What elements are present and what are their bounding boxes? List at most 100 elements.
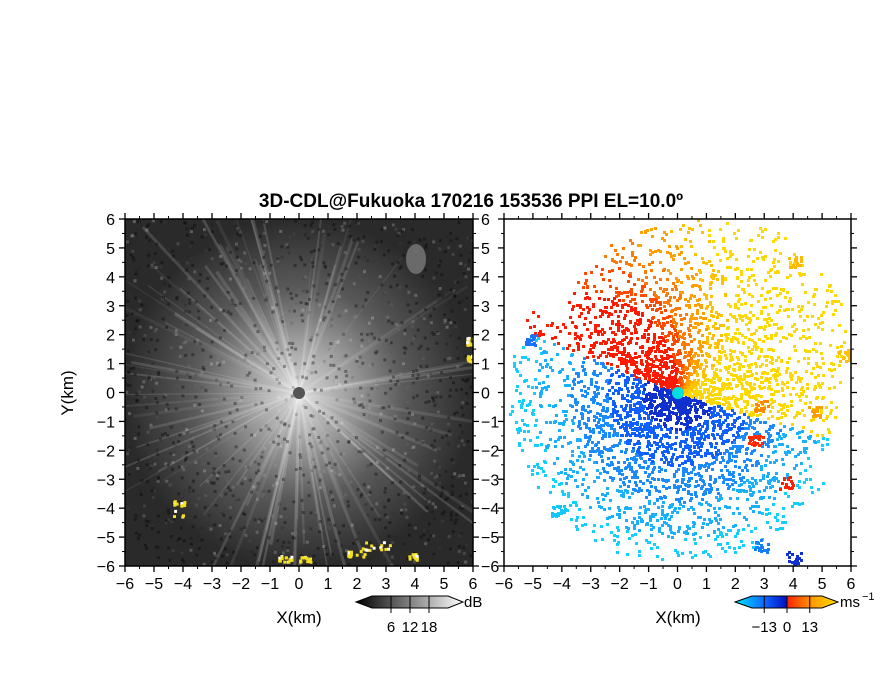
velocity-pixel: [645, 304, 648, 307]
velocity-pixel: [807, 362, 810, 365]
velocity-pixel: [736, 356, 739, 359]
reflectivity-speckle: [355, 537, 359, 541]
velocity-pixel: [792, 387, 795, 390]
reflectivity-speckle: [445, 433, 448, 437]
velocity-pixel: [586, 443, 589, 446]
reflectivity-high-echo-pixel: [361, 547, 365, 551]
velocity-pixel: [673, 254, 676, 257]
reflectivity-speckle: [463, 379, 467, 383]
velocity-pixel: [590, 398, 593, 401]
reflectivity-ray: [202, 219, 300, 394]
reflectivity-speckle: [379, 419, 382, 423]
reflectivity-speckle: [294, 468, 298, 471]
velocity-pixel: [767, 417, 770, 420]
velocity-pixel: [627, 390, 630, 393]
reflectivity-speckle: [267, 489, 271, 493]
reflectivity-speckle: [437, 293, 441, 297]
reflectivity-speckle: [127, 370, 131, 374]
reflectivity-speckle: [224, 470, 228, 474]
velocity-pixel: [803, 450, 806, 453]
velocity-pixel: [615, 291, 618, 294]
velocity-pixel: [797, 305, 800, 308]
velocity-pixel: [622, 353, 625, 356]
x-tick-label: −1: [261, 576, 279, 593]
velocity-pixel: [770, 369, 773, 372]
reflectivity-speckle: [145, 463, 149, 467]
velocity-pixel: [550, 358, 553, 361]
velocity-pixel: [688, 329, 691, 332]
reflectivity-speckle: [350, 542, 354, 546]
velocity-pixel: [682, 505, 685, 508]
velocity-pixel: [701, 231, 704, 234]
velocity-pixel: [767, 432, 770, 435]
reflectivity-speckle: [165, 479, 169, 483]
velocity-pixel: [646, 426, 649, 429]
velocity-pixel: [777, 356, 780, 359]
velocity-pixel: [765, 459, 768, 462]
velocity-pixel: [638, 550, 641, 553]
velocity-pixel: [623, 350, 626, 353]
velocity-pixel: [601, 313, 604, 316]
reflectivity-speckle: [193, 403, 197, 407]
reflectivity-high-echo-pixel: [370, 544, 374, 548]
velocity-pixel: [776, 438, 779, 441]
velocity-pixel: [667, 396, 670, 399]
velocity-pixel: [622, 423, 625, 426]
velocity-pixel: [597, 501, 600, 504]
velocity-pixel: [624, 441, 627, 444]
reflectivity-speckle: [215, 434, 219, 438]
velocity-pixel: [670, 332, 673, 335]
reflectivity-ray: [235, 219, 300, 394]
velocity-pixel: [538, 332, 541, 335]
velocity-pixel: [648, 490, 651, 493]
reflectivity-speckle: [422, 491, 426, 495]
reflectivity-high-echo-pixel: [182, 514, 185, 518]
velocity-pixel: [705, 297, 708, 300]
velocity-pixel: [760, 348, 763, 351]
velocity-pixel: [688, 333, 691, 336]
velocity-pixel: [695, 411, 698, 414]
velocity-pixel: [752, 274, 755, 277]
velocity-pixel: [667, 463, 670, 466]
velocity-pixel: [697, 379, 700, 382]
reflectivity-speckle: [439, 239, 442, 243]
velocity-pixel: [699, 278, 702, 281]
reflectivity-speckle: [186, 372, 189, 376]
velocity-pixel: [763, 318, 766, 321]
velocity-pixel: [536, 436, 539, 439]
reflectivity-speckle: [412, 485, 416, 489]
velocity-pixel: [689, 499, 692, 502]
velocity-pixel: [667, 451, 670, 454]
velocity-pixel: [692, 468, 695, 471]
velocity-pixel: [722, 324, 725, 327]
reflectivity-speckle: [265, 362, 269, 366]
velocity-pixel: [564, 468, 567, 471]
reflectivity-speckle: [325, 282, 328, 285]
reflectivity-speckle: [209, 318, 213, 322]
reflectivity-speckle: [222, 309, 226, 313]
velocity-pixel: [537, 466, 540, 469]
velocity-pixel: [771, 426, 774, 429]
velocity-pixel: [797, 360, 800, 363]
velocity-pixel: [577, 381, 580, 384]
velocity-pixel: [753, 427, 756, 430]
velocity-pixel: [706, 339, 709, 342]
velocity-pixel: [625, 425, 628, 428]
velocity-pixel: [690, 419, 693, 422]
reflectivity-speckle: [184, 323, 188, 327]
reflectivity-ray: [157, 392, 300, 473]
velocity-pixel: [740, 397, 743, 400]
reflectivity-ray: [173, 312, 300, 395]
velocity-pixel: [667, 269, 670, 272]
velocity-pixel: [799, 274, 802, 277]
velocity-pixel: [613, 297, 616, 300]
velocity-pixel: [713, 246, 716, 249]
velocity-pixel: [681, 462, 684, 465]
velocity-pixel: [609, 397, 612, 400]
reflectivity-speckle: [432, 446, 436, 450]
reflectivity-speckle: [382, 292, 386, 296]
velocity-pixel: [800, 377, 803, 380]
velocity-pixel: [604, 432, 607, 435]
velocity-pixel: [619, 478, 622, 481]
velocity-pixel: [632, 447, 635, 450]
